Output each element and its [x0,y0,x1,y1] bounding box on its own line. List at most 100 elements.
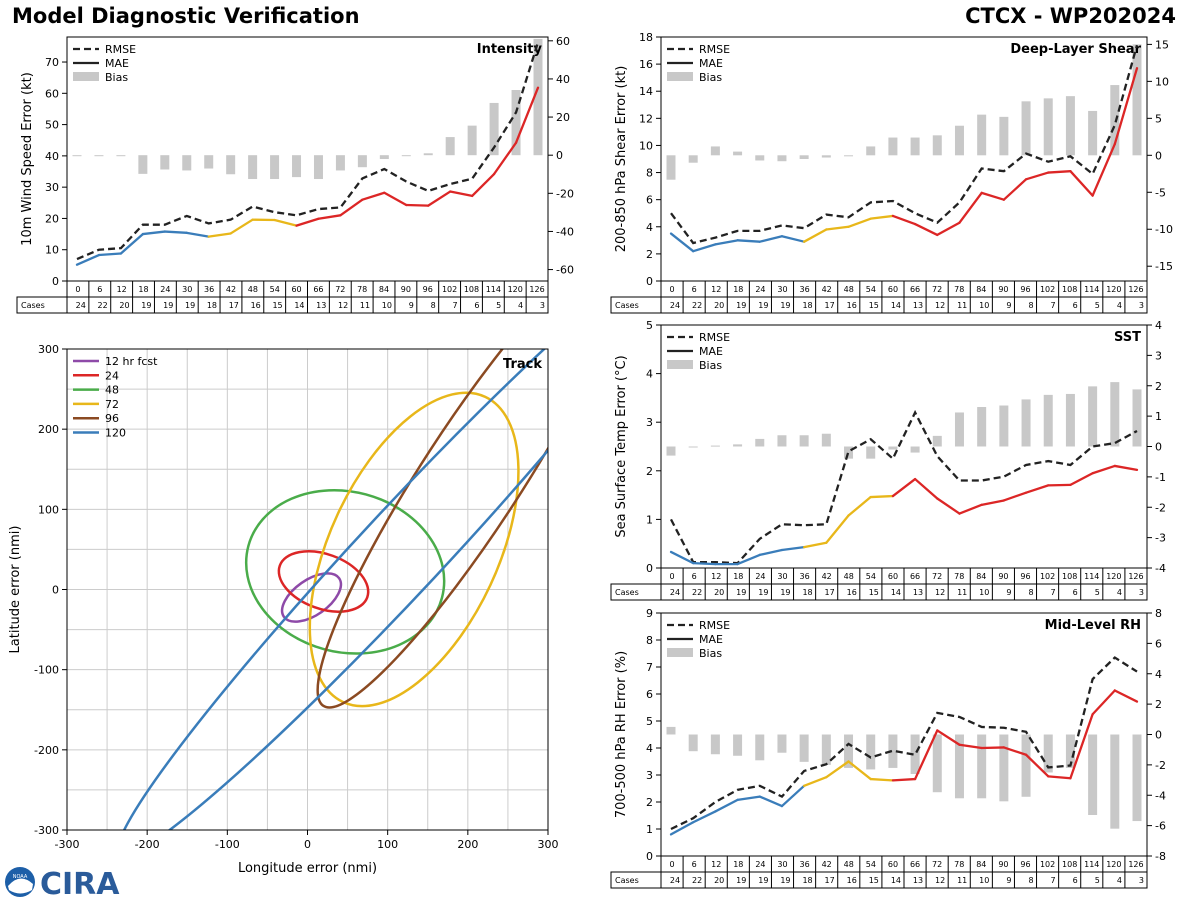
intensity-case-cell: 5 [496,301,501,310]
sst-mae-segment [1113,464,1139,471]
intensity-bias-bar [533,38,543,156]
sst-hour-cell: 12 [711,572,721,581]
rh-case-cell: 17 [825,876,835,885]
sst-bias-bar [954,412,964,447]
intensity-hour-cell: 18 [138,285,148,294]
track-ytick-label: 200 [38,423,59,436]
shear-mae-segment [936,221,961,237]
rh-mae-segment [825,760,850,779]
shear-ytick-label: 10 [639,139,653,152]
intensity-bias-bar [160,155,170,170]
intensity-ytick-label: 50 [45,119,59,132]
rh-ytick-label: 3 [646,769,653,782]
track-legend-label: 96 [105,412,119,425]
shear-bias-bar [821,155,831,158]
track-ellipse-96 [316,349,548,709]
track-ellipse-48 [244,488,446,655]
noaa-logo-text: NOAA [13,874,28,880]
rh-mae-segment [1091,689,1116,716]
shear-bias-bar [1088,110,1098,156]
sst-ytick-label: 5 [646,319,653,332]
sst-bias-bar [977,407,987,447]
intensity-mae-segment [75,253,101,266]
shear-hour-cell: 30 [777,285,787,294]
intensity-bias-bar [489,102,499,156]
rh-hour-cell: 126 [1128,860,1143,869]
sst-hour-cell: 108 [1062,572,1077,581]
rh-hour-cell: 54 [866,860,876,869]
sst-bias-bar [733,444,743,447]
shear-ytick-label: 0 [646,275,653,288]
rh-case-cell: 20 [714,876,724,885]
shear-hour-cell: 108 [1062,285,1077,294]
rh-ytick2-label: -8 [1155,850,1166,863]
rh-bias-bar [733,734,743,756]
rh-bias-bar [799,734,809,762]
sst-ytick2-label: -3 [1155,532,1166,545]
intensity-bias-bar [379,155,389,159]
rh-hour-cell: 120 [1106,860,1121,869]
intensity-cases-label-cell [16,296,68,314]
rh-case-cell: 12 [935,876,945,885]
shear-legend-bias-swatch [667,72,693,81]
sst-case-cell: 9 [1006,588,1011,597]
shear-hour-cell: 36 [799,285,809,294]
rh-case-cell: 4 [1117,876,1122,885]
sst-hour-cell: 90 [998,572,1008,581]
track-legend-label: 120 [105,427,126,440]
shear-hour-cell: 66 [910,285,920,294]
intensity-hour-cell: 78 [357,285,367,294]
shear-bias-bar [1110,85,1120,156]
sst-mae-segment [869,494,895,499]
rh-mae-line [669,689,1139,836]
shear-bias-bar [910,137,920,156]
sst-mae-segment [736,553,761,566]
intensity-bias-bar [292,155,302,178]
sst-hour-cell: 18 [733,572,743,581]
shear-ytick-label: 18 [639,31,653,44]
shear-case-cell: 24 [670,301,680,310]
track-legend-label: 48 [105,384,119,397]
rh-mae-segment [802,776,828,787]
intensity-hour-cell: 66 [313,285,323,294]
intensity-case-cell: 22 [98,301,108,310]
sst-bias-bar [888,446,898,450]
intensity-ytick2-label: 20 [556,111,570,124]
shear-legend-rmse: RMSE [699,43,730,56]
track-ytick-label: 100 [38,503,59,516]
intensity-hour-cell: 12 [117,285,127,294]
rh-case-cell: 6 [1073,876,1078,885]
rh-bias-bar [910,734,920,774]
sst-case-cell: 19 [736,588,746,597]
intensity-bias-bar [445,137,455,156]
rh-mae-segment [669,821,695,836]
intensity-mae-segment [405,203,430,207]
sst-bias-bar [999,405,1009,447]
sst-case-cell: 19 [758,588,768,597]
shear-bias-bar [733,151,743,156]
sst-case-cell: 16 [847,588,857,597]
shear-frame [660,36,1148,282]
rh-ytick2-label: 0 [1155,729,1162,742]
intensity-hour-cell: 102 [442,285,457,294]
intensity-bias-bar [270,155,280,180]
intensity-case-cell: 10 [382,301,392,310]
shear-ytick-label: 16 [639,58,653,71]
intensity-case-cell: 19 [141,301,151,310]
shear-bias-bar [799,155,809,159]
intensity-bias-bar [116,155,126,157]
intensity-mae-segment [317,214,342,220]
rh-bias-bar [1043,734,1053,773]
intensity-ylabel: 10m Wind Speed Error (kt) [20,72,35,246]
sst-case-cell: 10 [979,588,989,597]
sst-hour-cell: 24 [755,572,765,581]
rh-bias-bar [977,734,987,799]
sst-ytick-label: 1 [646,513,653,526]
rh-bias-bar [866,734,876,770]
intensity-case-cell: 14 [294,301,304,310]
intensity-mae-segment [207,232,232,238]
sst-bias-bars [666,382,1142,459]
sst-case-cell: 8 [1028,588,1033,597]
intensity-rmse-line [76,41,540,261]
